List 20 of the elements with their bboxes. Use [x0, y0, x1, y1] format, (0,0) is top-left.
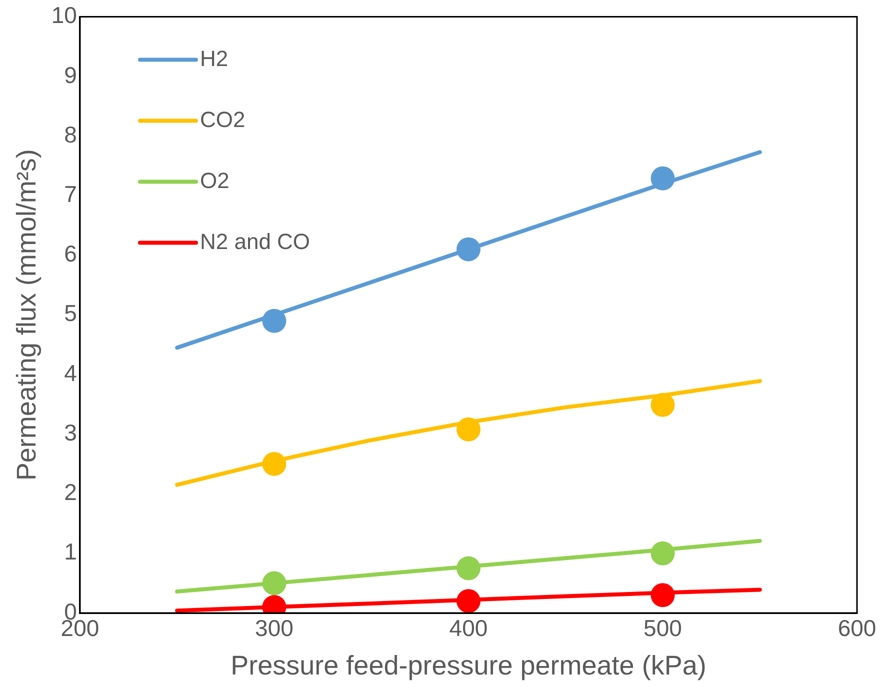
y-axis-title: Permeating flux (mmol/m²s)	[12, 149, 42, 481]
legend-label: H2	[200, 46, 228, 71]
legend-label: N2 and CO	[200, 228, 310, 254]
y-tick-label: 6	[64, 240, 77, 267]
y-tick-label: 4	[64, 360, 78, 386]
y-tick-label: 7	[64, 181, 77, 208]
legend-label: O2	[200, 168, 230, 193]
x-axis-title: Pressure feed-pressure permeate (kPa)	[230, 650, 706, 680]
y-tick-label: 9	[64, 62, 77, 88]
y-tick-label: 8	[64, 121, 77, 148]
y-tick-label: 1	[64, 538, 77, 565]
x-tick-label: 600	[838, 615, 876, 642]
y-tick-label: 10	[51, 2, 77, 28]
x-tick-label: 500	[644, 615, 682, 642]
legend-label: CO2	[200, 106, 246, 132]
x-tick-label: 400	[449, 615, 488, 642]
y-tick-label: 5	[64, 300, 77, 326]
y-tick-label: 2	[64, 479, 77, 506]
x-tick-label: 300	[255, 615, 294, 642]
y-tick-label: 3	[64, 419, 77, 446]
